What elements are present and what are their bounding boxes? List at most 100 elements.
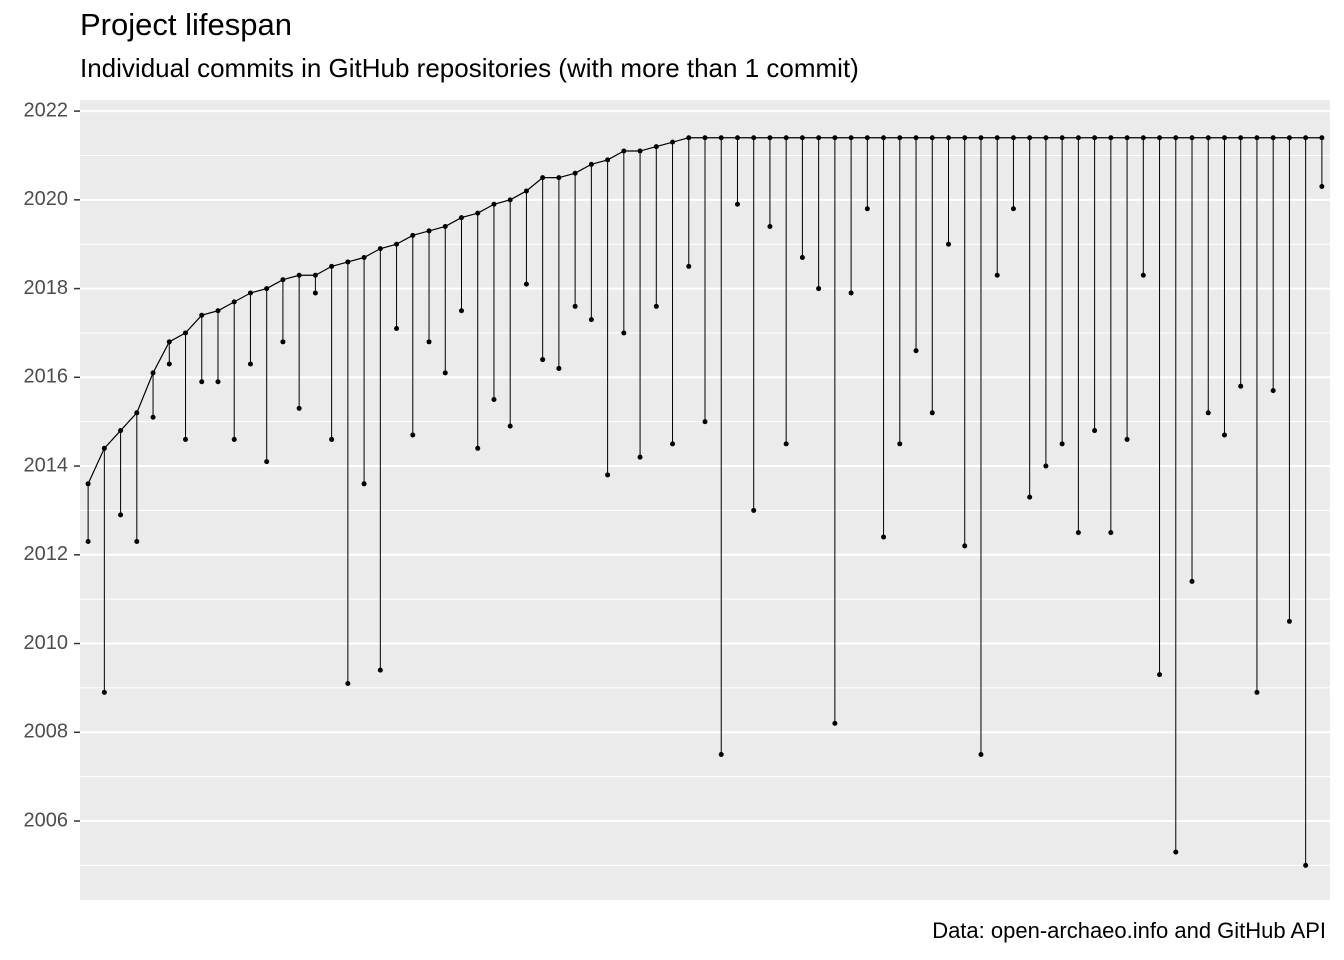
last-commit [799,135,805,141]
last-commit [1043,135,1049,141]
last-commit [1270,135,1276,141]
last-commit [377,246,383,252]
first-commit [978,751,984,757]
last-commit [442,223,448,229]
last-commit [85,481,91,487]
first-commit [523,281,529,287]
first-commit [637,454,643,460]
first-commit [85,538,91,544]
last-commit [1205,135,1211,141]
first-commit [1221,432,1227,438]
last-commit [686,135,692,141]
last-commit [653,144,659,150]
first-commit [929,410,935,416]
caption: Data: open-archaeo.info and GitHub API [932,918,1326,943]
last-commit [621,148,627,154]
last-commit [670,139,676,145]
last-commit [994,135,1000,141]
first-commit [572,303,578,309]
last-commit [913,135,919,141]
first-commit [816,286,822,292]
y-tick-label: 2006 [24,809,69,831]
last-commit [962,135,968,141]
last-commit [929,135,935,141]
last-commit [556,175,562,181]
first-commit [540,357,546,363]
last-commit [361,255,367,261]
first-commit [312,290,318,296]
first-commit [1173,849,1179,855]
first-commit [491,397,497,403]
last-commit [475,210,481,216]
last-commit [1286,135,1292,141]
last-commit [199,312,205,318]
first-commit [1140,272,1146,278]
first-commit [670,441,676,447]
last-commit [702,135,708,141]
last-commit [183,330,189,336]
first-commit [913,348,919,354]
first-commit [118,512,124,518]
last-commit [231,299,237,305]
y-tick-label: 2008 [24,721,69,743]
last-commit [101,445,107,451]
first-commit [410,432,416,438]
first-commit [345,680,351,686]
last-commit [1140,135,1146,141]
y-tick-label: 2016 [24,366,69,388]
first-commit [231,436,237,442]
first-commit [1189,578,1195,584]
last-commit [1319,135,1325,141]
last-commit [1108,135,1114,141]
y-tick-label: 2022 [24,99,69,121]
last-commit [1092,135,1098,141]
first-commit [588,317,594,323]
y-tick-label: 2010 [24,632,69,654]
last-commit [783,135,789,141]
last-commit [1059,135,1065,141]
last-commit [458,215,464,221]
last-commit [394,241,400,247]
y-tick-label: 2020 [24,188,69,210]
first-commit [215,379,221,385]
last-commit [491,201,497,207]
first-commit [897,441,903,447]
last-commit [572,170,578,176]
chart-subtitle: Individual commits in GitHub repositorie… [80,53,859,83]
last-commit [637,148,643,154]
first-commit [134,538,140,544]
first-commit [734,201,740,207]
last-commit [1189,135,1195,141]
first-commit [1238,383,1244,389]
last-commit [118,428,124,434]
last-commit [1124,135,1130,141]
first-commit [881,534,887,540]
last-commit [215,308,221,314]
last-commit [1173,135,1179,141]
first-commit [166,361,172,367]
last-commit [1027,135,1033,141]
first-commit [1286,618,1292,624]
first-commit [1319,184,1325,190]
last-commit [345,259,351,265]
last-commit [280,277,286,283]
last-commit [767,135,773,141]
first-commit [864,206,870,212]
first-commit [799,255,805,261]
last-commit [734,135,740,141]
y-tick-label: 2014 [24,454,69,476]
last-commit [897,135,903,141]
last-commit [864,135,870,141]
last-commit [329,263,335,269]
first-commit [1010,206,1016,212]
first-commit [783,441,789,447]
last-commit [881,135,887,141]
first-commit [1027,494,1033,500]
first-commit [686,263,692,269]
first-commit [1270,388,1276,394]
first-commit [329,436,335,442]
last-commit [588,161,594,167]
first-commit [296,405,302,411]
first-commit [1303,862,1309,868]
